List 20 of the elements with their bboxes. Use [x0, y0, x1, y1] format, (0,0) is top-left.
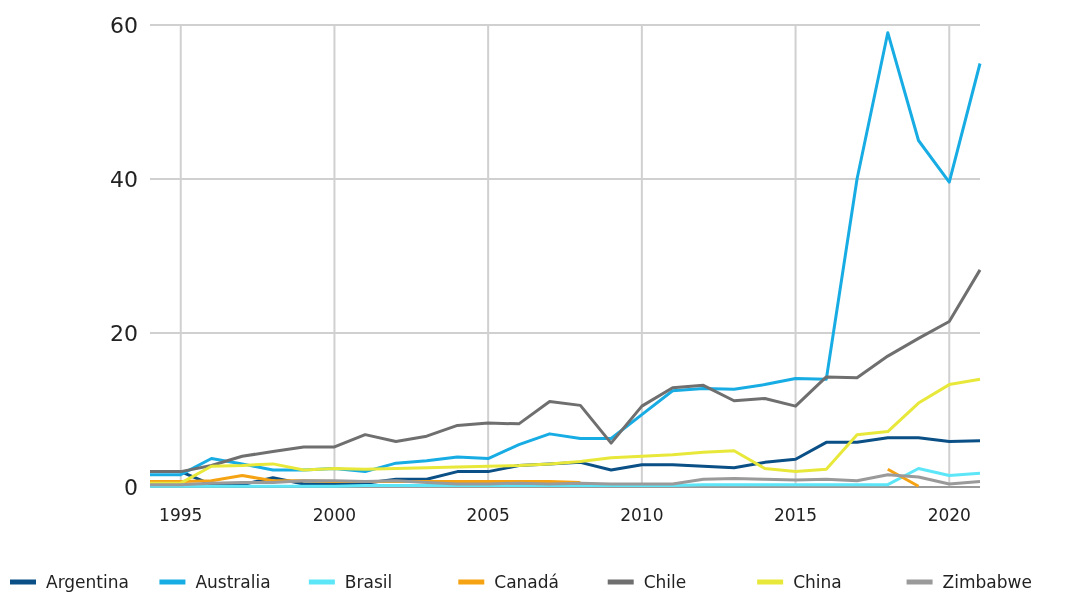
line-series	[148, 268, 982, 474]
x-tick-label: 2015	[773, 505, 818, 525]
x-tick-label: 2000	[312, 505, 357, 525]
line-series	[148, 473, 982, 487]
line-series	[148, 377, 982, 485]
legend-label: Chile	[643, 572, 687, 592]
legend-label: Brasil	[344, 572, 393, 592]
x-tick-label: 2020	[927, 505, 971, 525]
legend-label: China	[793, 572, 842, 592]
legend-label: Australia	[195, 572, 271, 592]
y-tick-label: 60	[110, 12, 138, 38]
x-tick-label: 1995	[159, 505, 203, 525]
legend-label: Zimbabwe	[942, 572, 1032, 592]
legend-label: Canadá	[494, 572, 559, 592]
y-tick-label: 40	[110, 166, 138, 192]
x-tick-label: 2010	[620, 505, 664, 525]
y-tick-label: 20	[110, 320, 138, 346]
legend-label: Argentina	[46, 572, 129, 592]
x-tick-label: 2005	[466, 505, 510, 525]
y-tick-label: 0	[124, 474, 138, 500]
